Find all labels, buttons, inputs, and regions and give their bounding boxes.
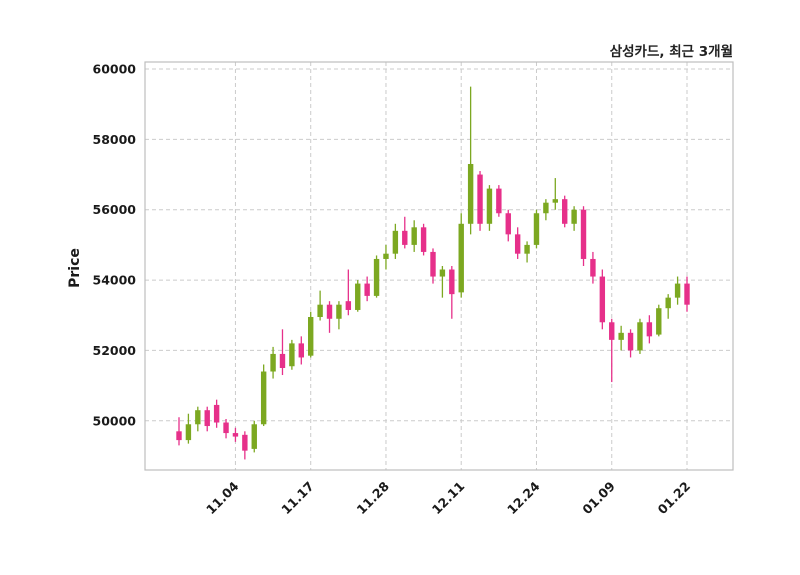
candle-body [684, 283, 690, 305]
candle-body [223, 422, 229, 434]
candle-body [467, 164, 474, 224]
candle-body [562, 199, 568, 224]
candle-body [656, 308, 662, 335]
x-tick-label: 12.24 [504, 478, 543, 517]
candle-body [590, 258, 596, 277]
candle-body [505, 213, 511, 235]
candle-body [260, 371, 267, 425]
candle-body [524, 244, 530, 254]
candle-body [326, 304, 333, 319]
candle-body [486, 188, 493, 224]
candle-body [298, 343, 304, 358]
candle-body [439, 269, 446, 277]
candle-body [637, 322, 643, 351]
candle-body [402, 230, 408, 245]
candle-body [345, 301, 352, 310]
candle-body [289, 343, 295, 367]
x-tick-label: 12.11 [429, 479, 468, 518]
x-tick-label: 01.09 [579, 479, 618, 518]
candle-body [627, 332, 634, 351]
candle-body [185, 424, 192, 441]
y-tick-label: 52000 [93, 343, 137, 358]
candle-body [195, 410, 201, 425]
candle-body [674, 283, 681, 298]
candle-body [317, 304, 323, 317]
candle-body [552, 199, 558, 203]
candle-body [411, 227, 417, 245]
x-tick-label: 11.04 [203, 478, 242, 517]
candle-body [176, 431, 182, 441]
candle-body [514, 234, 521, 254]
candle-body [373, 258, 380, 296]
candle-body [270, 353, 276, 372]
candle-body [392, 230, 399, 254]
candle-body [477, 174, 483, 224]
candle-body [571, 209, 577, 224]
candle-body [496, 188, 502, 214]
candle-body [533, 213, 540, 245]
candle-body [543, 202, 549, 214]
y-tick-label: 56000 [93, 202, 137, 217]
candle-body [251, 424, 257, 449]
candle-body [580, 209, 587, 259]
candle-body [308, 317, 314, 356]
candle-body [609, 322, 615, 340]
y-tick-label: 60000 [93, 62, 137, 77]
x-tick-label: 11.28 [354, 479, 393, 518]
x-tick-label: 01.22 [655, 479, 694, 518]
candle-body [618, 332, 624, 340]
candle-body [213, 404, 220, 423]
candle-body [430, 251, 436, 277]
candle-body [336, 304, 342, 319]
chart-title: 삼성카드, 최근 3개월 [609, 44, 733, 60]
candle-body [665, 297, 671, 309]
candle-body [646, 322, 653, 337]
candle-body [204, 410, 210, 427]
candle-body [355, 283, 361, 310]
x-tick-label: 11.17 [278, 479, 317, 518]
candle-body [364, 283, 370, 296]
y-axis-label: Price [67, 248, 83, 288]
candle-body [242, 434, 248, 451]
plot-background [145, 62, 733, 470]
y-tick-label: 54000 [93, 273, 137, 288]
y-tick-label: 58000 [93, 132, 137, 147]
plot-frame [144, 61, 734, 471]
y-tick-label: 50000 [93, 413, 137, 428]
candle-body [599, 276, 606, 323]
candle-body [420, 227, 427, 252]
candle-body [279, 353, 286, 368]
candle-body [232, 433, 239, 437]
candle-body [458, 223, 464, 293]
candle-body [449, 269, 455, 295]
candle-body [383, 253, 389, 259]
